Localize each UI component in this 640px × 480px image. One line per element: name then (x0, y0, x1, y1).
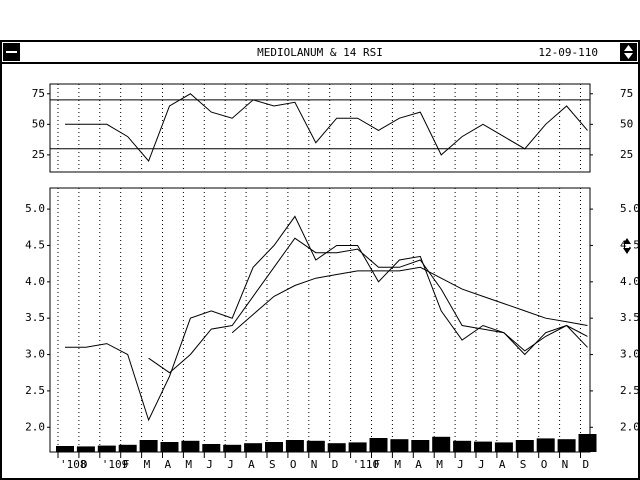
volume-bar (160, 442, 179, 452)
y-tick-label: 50 (32, 117, 45, 130)
volume-bar (181, 440, 200, 452)
y-tick-label: 2.0 (25, 420, 45, 433)
y-tick-label-right: 2.0 (620, 420, 640, 433)
resize-icon (624, 45, 633, 59)
volume-bar (494, 442, 513, 452)
x-tick-label: '110 (353, 458, 380, 471)
volume-bar (578, 434, 597, 452)
volume-bar (139, 440, 158, 452)
y-tick-label-right: 25 (620, 148, 633, 161)
x-tick-label: J (227, 458, 234, 471)
volume-bar (369, 438, 388, 452)
volume-bar (285, 440, 304, 452)
volume-bar (223, 444, 242, 452)
scroll-arrows[interactable] (623, 238, 631, 254)
window-title: MEDIOLANUM & 14 RSI (257, 46, 383, 59)
y-tick-label: 75 (32, 87, 45, 100)
x-tick-label: M (394, 458, 401, 471)
x-tick-label: D (332, 458, 339, 471)
volume-bar (265, 442, 283, 452)
volume-bar (306, 440, 325, 452)
volume-bar (327, 443, 346, 452)
volume-bar (348, 442, 367, 452)
x-tick-label: '108 (60, 458, 87, 471)
y-tick-label: 3.0 (25, 348, 45, 361)
x-tick-label: A (248, 458, 255, 471)
volume-bar (536, 438, 555, 452)
volume-bar (97, 445, 116, 452)
x-tick-label: A (165, 458, 172, 471)
x-tick-label: A (415, 458, 422, 471)
x-tick-label: S (520, 458, 527, 471)
y-tick-label-right: 3.5 (620, 311, 640, 324)
rsi-panel (49, 83, 591, 173)
close-button-icon (6, 51, 17, 53)
y-tick-label-right: 4.0 (620, 275, 640, 288)
volume-bar (118, 444, 137, 452)
x-tick-label: D (81, 458, 88, 471)
x-tick-label: M (185, 458, 192, 471)
window-date: 12-09-110 (538, 46, 598, 59)
y-tick-label-right: 5.0 (620, 202, 640, 215)
x-tick-label: S (269, 458, 276, 471)
y-tick-label: 3.5 (25, 311, 45, 324)
volume-bar (390, 439, 409, 452)
y-tick-label: 5.0 (25, 202, 45, 215)
y-tick-label-right: 3.0 (620, 348, 640, 361)
x-tick-label: O (290, 458, 297, 471)
x-tick-label: F (123, 458, 130, 471)
volume-bar (432, 436, 451, 452)
x-tick-label: A (499, 458, 506, 471)
volume-bar (56, 446, 74, 452)
x-tick-label: O (541, 458, 548, 471)
volume-bar (202, 444, 221, 452)
y-tick-label-right: 4.5 (620, 238, 640, 251)
y-tick-label-right: 2.5 (620, 384, 640, 397)
volume-bar (411, 440, 430, 452)
x-tick-label: N (562, 458, 569, 471)
volume-bar (474, 441, 492, 452)
x-tick-label: M (436, 458, 443, 471)
x-tick-label: J (457, 458, 464, 471)
volume-bar (244, 443, 263, 452)
x-tick-label: J (206, 458, 213, 471)
y-tick-label-right: 50 (620, 117, 633, 130)
x-tick-label: N (311, 458, 318, 471)
y-tick-label: 4.0 (25, 275, 45, 288)
volume-bar (557, 439, 576, 452)
x-tick-label: M (144, 458, 151, 471)
x-tick-label: '109 (102, 458, 129, 471)
y-tick-label: 4.5 (25, 238, 45, 251)
resize-button[interactable] (620, 43, 637, 61)
x-tick-label: D (583, 458, 590, 471)
volume-bar (76, 446, 95, 452)
series-line (65, 93, 588, 162)
y-tick-label: 25 (32, 148, 45, 161)
x-tick-label: F (374, 458, 381, 471)
window-frame (0, 40, 640, 480)
y-tick-label-right: 75 (620, 87, 633, 100)
series-line (148, 237, 588, 374)
y-tick-label: 2.5 (25, 384, 45, 397)
volume-bar (515, 440, 534, 452)
series-line (231, 266, 588, 334)
x-tick-label: J (478, 458, 485, 471)
volume-bar (453, 440, 472, 452)
